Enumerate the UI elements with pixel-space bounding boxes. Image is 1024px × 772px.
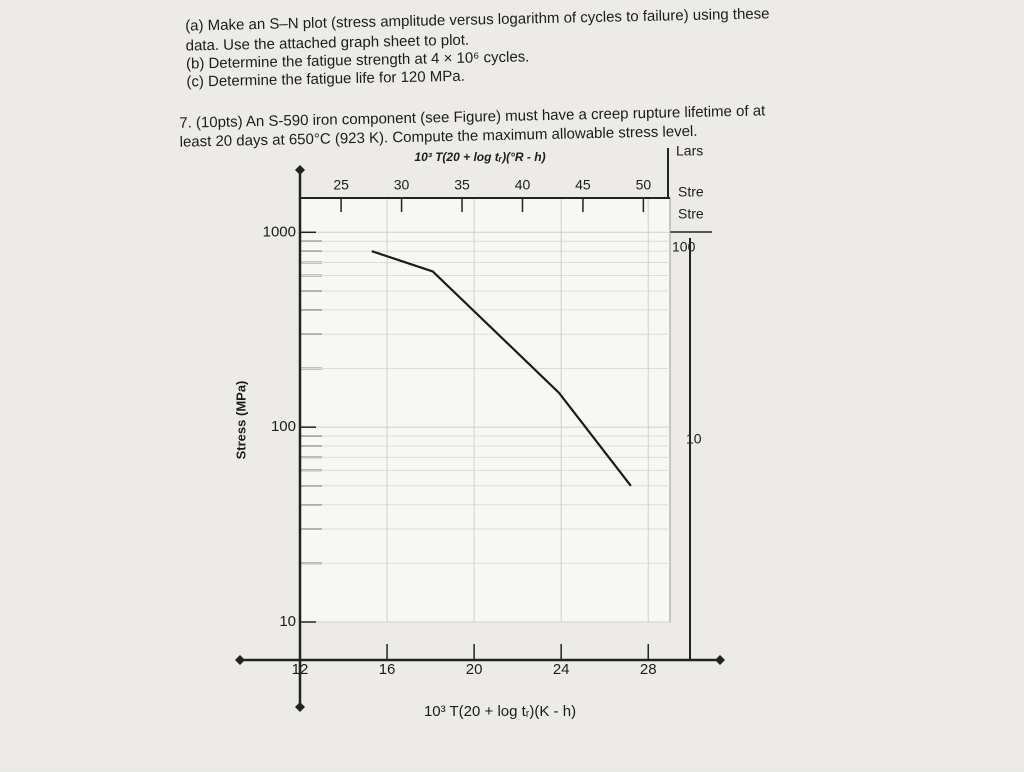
x-axis-title: 10³ T(20 + log tᵣ)(K - h) bbox=[424, 703, 576, 720]
y-tick-label: 10 bbox=[279, 613, 296, 630]
side-text: Stre bbox=[678, 184, 704, 200]
x-tick-label: 16 bbox=[379, 661, 396, 678]
side-text: 100 bbox=[672, 239, 696, 255]
axis-end bbox=[295, 702, 305, 712]
x-tick-label: 28 bbox=[640, 661, 657, 678]
x-tick-label: 20 bbox=[466, 661, 483, 678]
axis-end bbox=[295, 165, 305, 175]
side-text: Stre bbox=[678, 206, 704, 222]
x-tick-label: 24 bbox=[553, 661, 570, 678]
x2-tick-label: 35 bbox=[454, 177, 470, 193]
side-text: 10 bbox=[686, 431, 702, 447]
x2-axis-title: 10³ T(20 + log tᵣ)(°R - h) bbox=[414, 150, 545, 164]
text-line: (c) Determine the fatigue life for 120 M… bbox=[186, 68, 465, 91]
x2-tick-label: 25 bbox=[333, 177, 349, 193]
x2-tick-label: 30 bbox=[394, 177, 410, 193]
x2-tick-label: 50 bbox=[636, 177, 652, 193]
axis-end bbox=[235, 655, 245, 665]
x2-tick-label: 45 bbox=[575, 177, 591, 193]
y-tick-label: 1000 bbox=[263, 223, 296, 240]
y-tick-label: 100 bbox=[271, 418, 296, 435]
axis-end bbox=[715, 655, 725, 665]
data-line bbox=[371, 250, 632, 487]
x2-tick-label: 40 bbox=[515, 177, 531, 193]
y-axis-title: Stress (MPa) bbox=[233, 381, 248, 460]
plot-area bbox=[299, 197, 671, 623]
text-line: data. Use the attached graph sheet to pl… bbox=[185, 32, 469, 55]
side-text: Lars bbox=[676, 143, 703, 159]
